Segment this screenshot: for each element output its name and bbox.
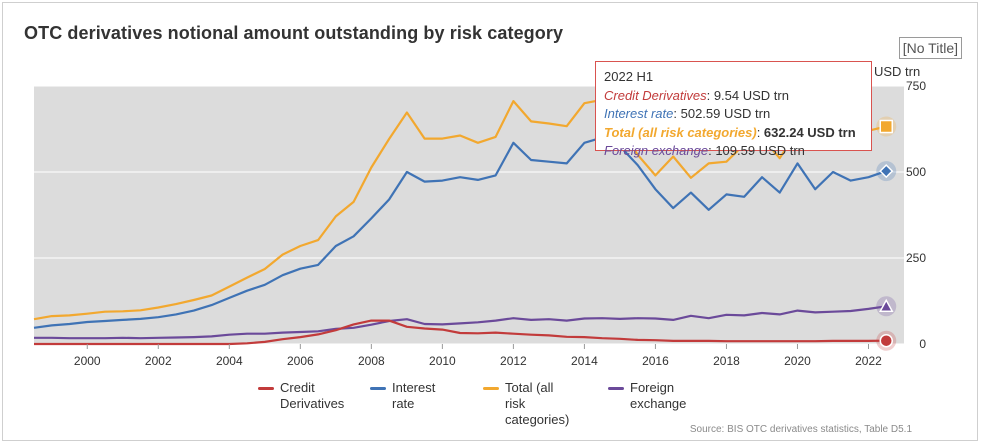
y-tick-label: 750 [906, 79, 926, 93]
legend-swatch [258, 387, 274, 390]
x-axis-ticks: 2000 2002 2004 2006 2008 2010 2012 2014 2016 2018… [74, 344, 882, 368]
tooltip-row: Credit Derivatives: 9.54 USD trn [604, 87, 789, 103]
x-tick-label: 2018 [713, 354, 740, 368]
tooltip-series-label: Interest rate [604, 106, 674, 121]
tooltip-series-value: 632.24 USD trn [763, 124, 856, 140]
x-tick-label: 2004 [216, 354, 243, 368]
tooltip-series-label: Credit Derivatives [604, 87, 707, 103]
no-title-button[interactable]: [No Title] [898, 37, 962, 59]
y-tick-label: 500 [906, 165, 926, 179]
y-axis-unit: USD trn [874, 64, 921, 79]
x-tick-label: 2010 [429, 354, 456, 368]
x-tick-label: 2012 [500, 354, 527, 368]
chart-title: OTC derivatives notional amount outstand… [24, 23, 564, 43]
x-tick-label: 2000 [74, 354, 101, 368]
source-note: Source: BIS OTC derivatives statistics, … [689, 424, 912, 435]
tooltip-row: Interest rate: 502.59 USD trn [604, 106, 771, 121]
x-tick-label: 2022 [855, 354, 882, 368]
end-markers[interactable] [876, 116, 897, 351]
tooltip-series-value: 502.59 USD trn [680, 106, 771, 121]
tooltip-row: Foreign exchange: 109.59 USD trn [604, 143, 805, 158]
x-tick-label: 2016 [642, 354, 669, 368]
series-line-3 [34, 305, 887, 340]
x-tick-label: 2002 [145, 354, 172, 368]
legend-swatch [370, 387, 386, 390]
series-end-marker[interactable] [879, 164, 894, 179]
series-line-0 [34, 319, 887, 346]
x-tick-label: 2006 [287, 354, 314, 368]
legend-label: Foreign exchange [630, 380, 687, 411]
tooltip-series-value: 9.54 USD trn [713, 87, 789, 103]
legend-label: Credit Derivatives [280, 380, 345, 411]
legend-label: Interest rate [392, 380, 436, 411]
series-line-1 [33, 136, 887, 329]
y-tick-label: 250 [906, 251, 926, 265]
x-tick-label: 2014 [571, 354, 598, 368]
y-tick-label: 0 [919, 337, 926, 351]
legend-swatch [483, 387, 499, 390]
x-tick-label: 2008 [358, 354, 385, 368]
tooltip-series-value: 109.59 USD trn [715, 143, 805, 158]
series-end-marker[interactable] [879, 333, 893, 348]
series-end-marker[interactable] [879, 119, 893, 134]
tooltip-series-label: Total (all risk categories) [604, 124, 757, 140]
series-end-marker[interactable] [878, 298, 894, 313]
y-axis-ticks: 0 250 500 750 [906, 79, 926, 351]
tooltip-row: Total (all risk categories): 632.24 USD … [604, 124, 856, 140]
tooltip: 2022 H1 Credit Derivatives: 9.54 USD trn… [595, 61, 872, 158]
legend-swatch [608, 387, 624, 390]
tooltip-period: 2022 H1 [604, 69, 654, 84]
tooltip-series-label: Foreign exchange [604, 143, 709, 158]
legend-label: Total (all risk categories) [505, 380, 570, 427]
x-tick-label: 2020 [784, 354, 811, 368]
